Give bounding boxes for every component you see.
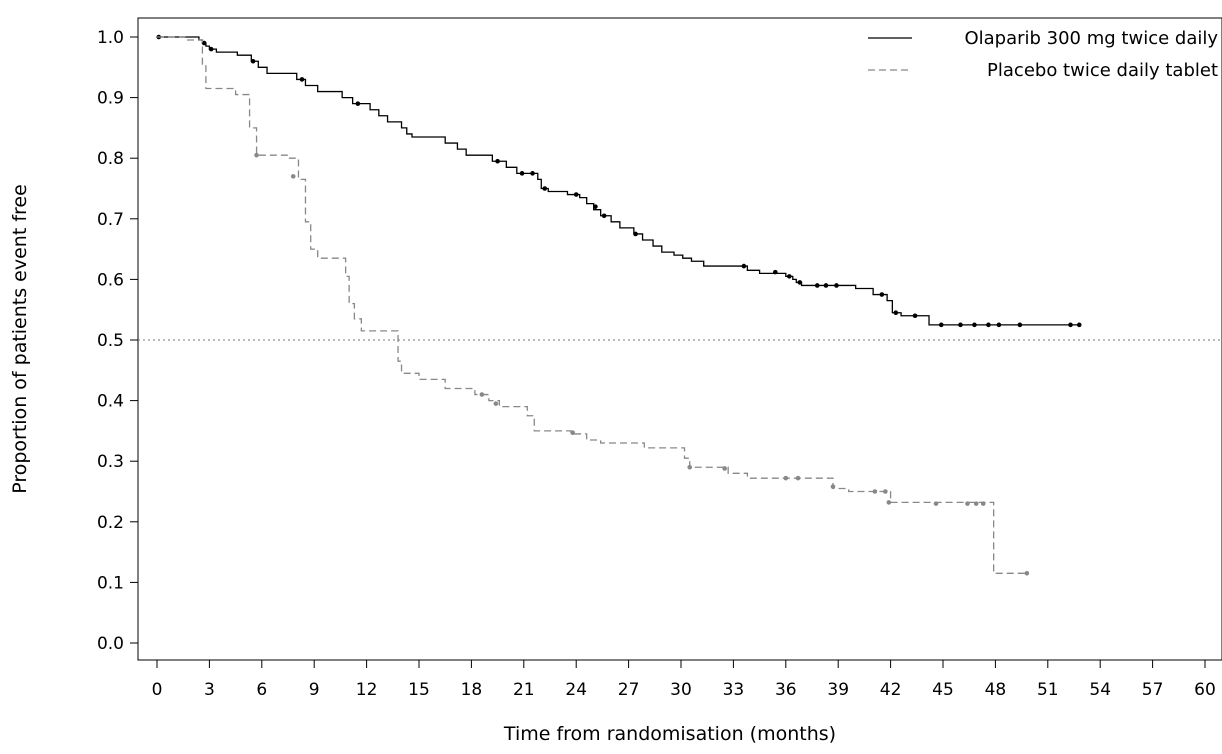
censor-mark-1 xyxy=(722,466,727,471)
censor-mark-0 xyxy=(250,58,256,64)
censor-mark-0 xyxy=(972,322,977,328)
censor-mark-0 xyxy=(593,204,598,209)
censor-mark-0 xyxy=(773,269,778,275)
censor-mark-0 xyxy=(986,322,991,328)
y-tick-label: 0.3 xyxy=(97,452,124,472)
censor-mark-1 xyxy=(493,401,499,406)
censor-mark-0 xyxy=(542,186,548,191)
censor-mark-1 xyxy=(933,501,939,506)
x-tick-label: 57 xyxy=(1142,680,1164,700)
x-tick-label: 33 xyxy=(723,680,745,700)
y-tick-label: 0.2 xyxy=(97,513,124,533)
x-tick-label: 54 xyxy=(1089,680,1111,700)
censor-mark-1 xyxy=(783,475,789,481)
x-tick-label: 24 xyxy=(565,680,587,700)
censor-mark-0 xyxy=(879,292,885,297)
y-tick-label: 0.4 xyxy=(97,392,124,412)
y-tick-label: 0.5 xyxy=(97,331,124,351)
x-tick-label: 36 xyxy=(775,680,797,700)
censor-mark-0 xyxy=(355,101,361,106)
x-tick-label: 48 xyxy=(985,680,1007,700)
x-tick-label: 0 xyxy=(152,680,163,700)
legend-label-olaparib: Olaparib 300 mg twice daily xyxy=(964,28,1218,49)
x-tick-label: 45 xyxy=(932,680,954,700)
censor-mark-1 xyxy=(479,392,485,397)
censor-mark-0 xyxy=(1068,322,1073,328)
censor-mark-0 xyxy=(797,280,803,285)
censor-mark-1 xyxy=(872,489,878,494)
y-tick-label: 0.7 xyxy=(97,210,124,230)
series-line-1 xyxy=(157,36,1027,574)
legend-label-placebo: Placebo twice daily tablet xyxy=(987,60,1218,81)
plot-frame xyxy=(137,17,1222,661)
x-tick-label: 51 xyxy=(1037,680,1059,700)
y-axis: 0.0 0.1 0.2 0.3 0.4 0.5 0.6 0.7 0.8 0.9 1.0 xyxy=(97,28,138,654)
censor-mark-0 xyxy=(1017,322,1023,328)
x-tick-label: 60 xyxy=(1194,680,1216,700)
censor-mark-0 xyxy=(495,158,500,164)
censor-mark-1 xyxy=(290,174,296,179)
censor-mark-0 xyxy=(1076,322,1082,328)
y-tick-label: 0.8 xyxy=(97,149,124,169)
censor-mark-0 xyxy=(573,192,579,197)
censor-mark-1 xyxy=(886,500,892,505)
x-tick-label: 15 xyxy=(408,680,430,700)
censor-mark-1 xyxy=(883,489,888,494)
censor-mark-1 xyxy=(973,501,979,506)
censor-mark-0 xyxy=(741,263,747,269)
x-tick-label: 3 xyxy=(204,680,215,700)
censor-mark-0 xyxy=(530,171,535,176)
censor-mark-1 xyxy=(830,484,836,489)
censor-mark-0 xyxy=(786,274,792,279)
y-tick-label: 0.9 xyxy=(97,89,124,109)
censor-mark-0 xyxy=(912,313,918,319)
y-tick-label: 1.0 xyxy=(97,28,124,48)
censor-mark-0 xyxy=(299,77,305,82)
censor-mark-1 xyxy=(980,501,986,506)
y-tick-label: 0.1 xyxy=(97,573,124,593)
censor-mark-1 xyxy=(687,464,693,470)
series-0 xyxy=(156,34,1082,328)
y-tick-label: 0.0 xyxy=(97,634,124,654)
censor-mark-0 xyxy=(938,322,944,328)
x-tick-label: 12 xyxy=(356,680,378,700)
censor-mark-0 xyxy=(519,171,525,176)
censor-mark-0 xyxy=(208,46,214,52)
x-tick-label: 27 xyxy=(618,680,640,700)
series-group xyxy=(156,34,1082,576)
x-tick-label: 6 xyxy=(256,680,267,700)
censor-mark-0 xyxy=(814,283,820,288)
censor-mark-0 xyxy=(601,213,607,219)
x-axis: 0 3 6 9 12 15 18 21 24 27 30 33 36 39 42 45 48 51 54 57 60 xyxy=(152,660,1216,700)
censor-mark-1 xyxy=(795,475,801,481)
censor-mark-1 xyxy=(1024,571,1030,576)
censor-mark-0 xyxy=(823,283,829,288)
x-tick-label: 30 xyxy=(670,680,692,700)
censor-mark-1 xyxy=(965,501,970,506)
x-tick-label: 9 xyxy=(309,680,320,700)
series-1 xyxy=(157,36,1030,576)
censor-mark-1 xyxy=(570,430,576,436)
censor-mark-0 xyxy=(996,322,1002,328)
censor-mark-0 xyxy=(633,231,638,237)
y-tick-label: 0.6 xyxy=(97,270,124,290)
x-axis-title: Time from randomisation (months) xyxy=(503,723,836,745)
x-tick-label: 39 xyxy=(827,680,849,700)
censor-mark-1 xyxy=(254,152,259,158)
legend: Olaparib 300 mg twice daily Placebo twic… xyxy=(868,28,1218,81)
x-tick-label: 42 xyxy=(880,680,902,700)
y-axis-title: Proportion of patients event free xyxy=(9,184,31,494)
x-tick-label: 18 xyxy=(461,680,483,700)
censor-mark-0 xyxy=(958,322,963,328)
x-tick-label: 21 xyxy=(513,680,535,700)
censor-mark-0 xyxy=(834,283,839,288)
censor-mark-0 xyxy=(893,310,899,316)
